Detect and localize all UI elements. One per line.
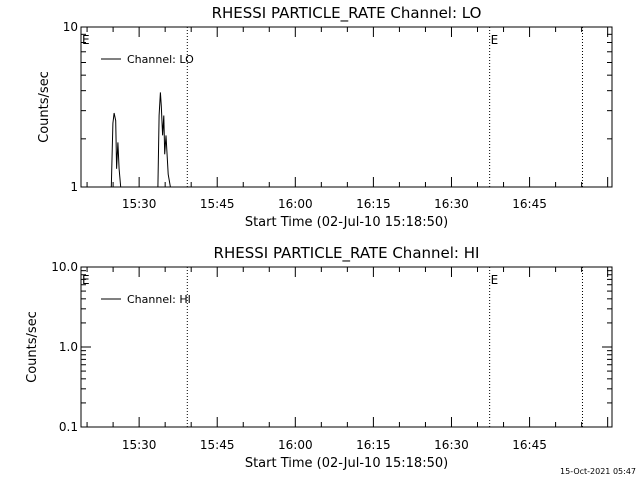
x-tick-label: 15:45 <box>200 438 235 452</box>
lo-channel-panel: RHESSI PARTICLE_RATE Channel: LO 15:30 15:… <box>37 4 613 230</box>
x-tick-label: 16:00 <box>278 197 313 211</box>
y-axis-label: Counts/sec <box>37 71 52 143</box>
x-tick-label: 16:30 <box>434 197 469 211</box>
y-axis-label: Counts/sec <box>25 311 40 383</box>
y-tick-label: 1.0 <box>59 340 78 354</box>
event-marker-label: E <box>491 33 499 47</box>
hi-channel-panel: RHESSI PARTICLE_RATE Channel: HI 15:30 15:… <box>25 244 613 471</box>
y-tick-label: 10.0 <box>51 260 78 274</box>
x-axis-label: Start Time (02-Jul-10 15:18:50) <box>245 215 448 230</box>
timestamp-label: 15-Oct-2021 05:47 <box>560 467 636 476</box>
x-tick-label: 16:00 <box>278 438 313 452</box>
legend-label: Channel: HI <box>127 293 191 306</box>
y-tick-label: 1 <box>70 180 78 194</box>
y-tick-label: 10 <box>63 20 78 34</box>
plot-frame <box>80 266 613 428</box>
legend-label: Channel: LO <box>127 53 194 66</box>
x-tick-label: 16:45 <box>512 197 547 211</box>
y-tick-label: 0.1 <box>59 420 78 434</box>
plot-frame <box>80 26 613 188</box>
x-axis-label: Start Time (02-Jul-10 15:18:50) <box>245 456 448 471</box>
chart-title: RHESSI PARTICLE_RATE Channel: HI <box>214 244 480 263</box>
edge-marker-label: E <box>82 33 90 47</box>
x-tick-label: 16:15 <box>356 197 391 211</box>
x-tick-label: 16:45 <box>512 438 547 452</box>
x-tick-label: 15:45 <box>200 197 235 211</box>
x-tick-label: 15:30 <box>122 438 157 452</box>
event-marker-label: E <box>491 273 499 287</box>
x-tick-label: 16:30 <box>434 438 469 452</box>
x-tick-label: 15:30 <box>122 197 157 211</box>
edge-marker-label: E <box>82 273 90 287</box>
data-series-line <box>81 92 612 188</box>
x-tick-label: 16:15 <box>356 438 391 452</box>
chart-title: RHESSI PARTICLE_RATE Channel: LO <box>212 4 482 23</box>
